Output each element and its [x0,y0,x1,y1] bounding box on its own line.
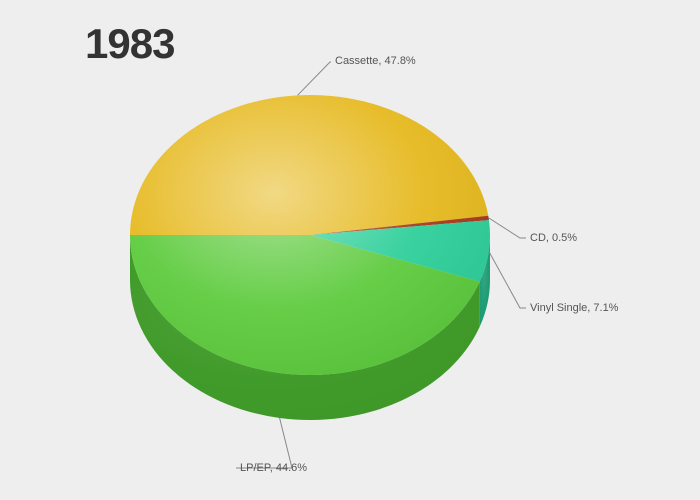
pie-shine [130,95,490,375]
pie-chart [0,0,700,500]
leader-vinyl_single [489,251,526,308]
pie-top-shine [130,95,490,375]
label-lp_ep: LP/EP, 44.6% [240,462,307,474]
leader-cd [489,218,526,238]
label-cd: CD, 0.5% [530,232,577,244]
label-cassette: Cassette, 47.8% [335,55,416,67]
leader-lp_ep [236,418,292,468]
label-vinyl_single: Vinyl Single, 7.1% [530,302,618,314]
leader-cassette [298,62,331,95]
